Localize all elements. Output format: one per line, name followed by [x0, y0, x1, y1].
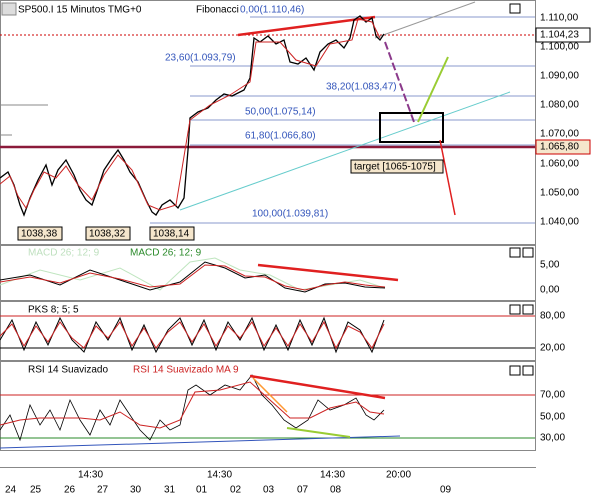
symbol-label: SP500.I 15 Minutos TMG+0 — [18, 5, 142, 16]
maximize-button[interactable] — [509, 365, 521, 376]
trend-line — [179, 91, 511, 211]
day-tick: 08 — [330, 485, 342, 496]
projection-down — [384, 41, 415, 123]
macd-faded — [0, 257, 386, 291]
study-label: Fibonacci — [196, 5, 239, 16]
channel-line — [374, 1, 476, 39]
time-tick: 14:30 — [78, 470, 103, 481]
target-box — [379, 112, 444, 143]
price-tick: 1.110,00 — [540, 13, 579, 24]
pks-tick: 20,00 — [540, 343, 565, 354]
rsi-ma — [0, 381, 385, 429]
fib-label: 50,00(1.075,14) — [245, 107, 316, 118]
day-tick: 31 — [164, 485, 176, 496]
macd-label: MACD 26; 12; 9 — [130, 248, 202, 259]
close-button[interactable] — [522, 365, 534, 376]
time-tick: 20:00 — [386, 470, 411, 481]
current-price: 1.104,23 — [540, 30, 579, 41]
day-tick: 01 — [196, 485, 208, 496]
price-tick: 1.100,00 — [540, 42, 579, 53]
rsi-drop — [252, 377, 288, 413]
fib-label: 61,80(1.066,80) — [245, 131, 316, 142]
price-line — [0, 15, 385, 217]
day-tick: 26 — [64, 485, 76, 496]
macd-signal — [0, 264, 386, 291]
fib-label: 23,60(1.093,79) — [165, 53, 236, 64]
day-tick: 24 — [5, 485, 17, 496]
rsi-tick: 30,00 — [540, 433, 565, 444]
low-label: 1038,14 — [153, 229, 190, 240]
maximize-button[interactable] — [509, 247, 521, 258]
close-button[interactable] — [522, 247, 534, 258]
price-line-red — [0, 18, 381, 211]
macd-faded-label: MACD 26; 12; 9 — [28, 248, 100, 259]
day-tick: 27 — [97, 485, 109, 496]
pks-line — [0, 316, 385, 354]
low-label: 1038,32 — [89, 229, 126, 240]
level-price-box — [535, 139, 591, 155]
pks-label: PKS 8; 5; 5 — [28, 305, 79, 316]
projection-fall — [439, 139, 456, 216]
low-labels — [17, 226, 195, 241]
price-tick: 1.070,00 — [540, 129, 579, 140]
rsi-tick: 50,00 — [540, 412, 565, 423]
price-tick: 1.090,00 — [540, 71, 579, 82]
low-label: 1038,38 — [21, 229, 58, 240]
day-tick: 07 — [297, 485, 309, 496]
day-tick: 02 — [230, 485, 242, 496]
rsi-support — [286, 427, 351, 438]
fib-label: 0,00(1.110,46) — [240, 5, 304, 16]
maximize-button[interactable] — [509, 3, 521, 14]
rsi-divergence — [249, 374, 386, 400]
price-tick: 1.050,00 — [540, 188, 579, 199]
price-tick: 1.080,00 — [540, 100, 579, 111]
macd-tick: 0,00 — [540, 285, 560, 296]
rsi-tick: 70,00 — [540, 390, 565, 401]
rsi-ma-label: RSI 14 Suavizado MA 9 — [133, 365, 239, 376]
rsi-trend — [0, 435, 401, 449]
price-tick: 1.060,00 — [540, 159, 579, 170]
fib-label: 100,00(1.039,81) — [252, 209, 328, 220]
divergence-line — [257, 263, 399, 282]
close-button[interactable] — [522, 304, 534, 315]
time-tick: 14:30 — [320, 470, 345, 481]
target-box-label — [350, 159, 444, 174]
symbol-icon[interactable] — [1, 2, 17, 16]
level-price: 1.065,80 — [540, 142, 579, 153]
price-tick: 1.040,00 — [540, 217, 579, 228]
time-tick: 14:30 — [207, 470, 232, 481]
target-label: target [1065-1075] — [354, 162, 436, 173]
rsi-label: RSI 14 Suavizado — [28, 365, 108, 376]
projection-up — [417, 56, 449, 123]
panel-frames — [0, 0, 536, 468]
day-tick: 09 — [440, 485, 452, 496]
day-tick: 30 — [130, 485, 142, 496]
macd-tick: 5,00 — [540, 260, 560, 271]
pks-tick: 80,00 — [540, 311, 565, 322]
rsi-line — [0, 374, 385, 442]
resistance-line — [237, 15, 376, 37]
day-tick: 03 — [263, 485, 275, 496]
current-price-box — [535, 27, 591, 43]
fib-label: 38,20(1.083,47) — [326, 82, 397, 93]
pks-signal — [0, 320, 385, 350]
maximize-button[interactable] — [509, 304, 521, 315]
day-tick: 25 — [30, 485, 42, 496]
